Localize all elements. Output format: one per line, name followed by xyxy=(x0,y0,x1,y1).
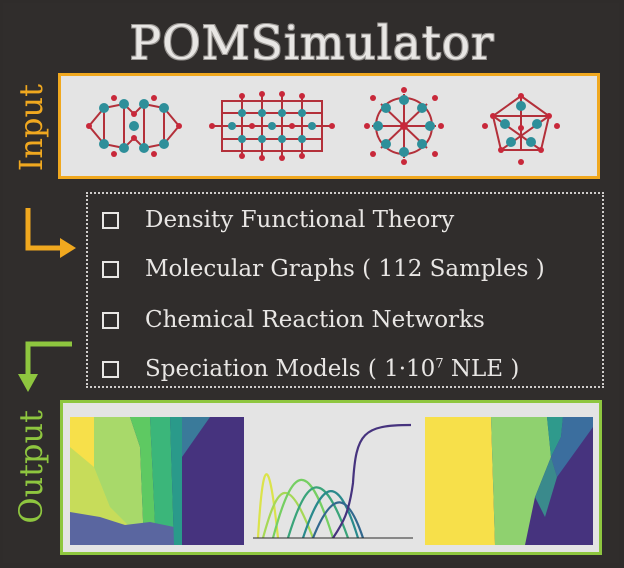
methods-list: Density Functional Theory Molecular Grap… xyxy=(86,192,604,388)
list-item: Speciation Models ( 1·107 NLE ) xyxy=(102,351,519,387)
green-bent-arrow-icon xyxy=(18,341,72,392)
concentration-plot xyxy=(253,423,413,539)
input-label: Input xyxy=(12,84,50,172)
list-item: Chemical Reaction Networks xyxy=(102,302,485,338)
checkbox-icon[interactable] xyxy=(102,360,119,378)
molecule-icon xyxy=(86,95,182,157)
speciation-diagram xyxy=(70,417,244,545)
molecule-icon xyxy=(364,87,444,165)
checkbox-icon[interactable] xyxy=(102,260,119,278)
list-item: Molecular Graphs ( 112 Samples ) xyxy=(102,251,545,287)
method-label: Speciation Models ( 1·107 NLE ) xyxy=(145,356,520,382)
checkbox-icon[interactable] xyxy=(102,311,119,329)
input-panel xyxy=(58,73,600,179)
method-label: Density Functional Theory xyxy=(145,207,455,233)
output-label: Output xyxy=(12,410,50,524)
list-item: Density Functional Theory xyxy=(102,202,454,238)
method-label: Molecular Graphs ( 112 Samples ) xyxy=(145,256,545,282)
figure-title: POMSimulator xyxy=(129,16,495,71)
method-label: Chemical Reaction Networks xyxy=(145,307,485,333)
checkbox-icon[interactable] xyxy=(102,211,119,229)
speciation-diagram xyxy=(425,417,593,545)
output-panel xyxy=(60,400,602,555)
molecule-icon xyxy=(482,93,560,165)
molecule-icon xyxy=(209,91,335,161)
orange-bent-arrow-icon xyxy=(25,208,76,258)
